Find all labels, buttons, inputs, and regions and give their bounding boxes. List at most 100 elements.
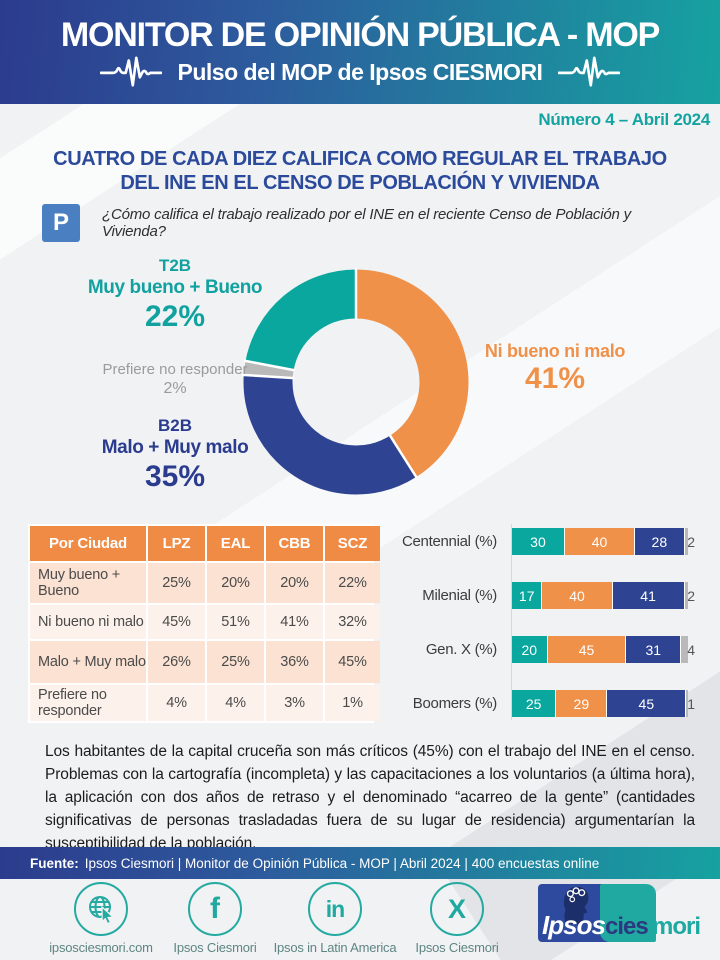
linkedin-glyph: in <box>325 895 345 922</box>
bar-segment: 28 <box>634 528 684 555</box>
table-cell: 1% <box>325 685 380 721</box>
issue-badge: Número 4 – Abril 2024 <box>538 110 710 129</box>
globe-icon <box>74 882 128 936</box>
table-row-label: Prefiere no responder <box>30 685 146 721</box>
donut-label-neutral: Ni bueno ni malo 41% <box>460 340 650 396</box>
table-cell: 22% <box>325 563 380 603</box>
generation-bar-row: Milenial (%) 17 40 41 2 <box>385 582 715 609</box>
b2b-value: 35% <box>144 460 206 493</box>
generation-label: Boomers (%) <box>412 695 498 712</box>
generation-bar: 25 29 45 1 <box>512 690 695 717</box>
x-link[interactable]: X Ipsos Ciesmori <box>392 882 522 955</box>
headline-line-2: DEL INE EN EL CENSO DE POBLACIÓN Y VIVIE… <box>120 172 600 194</box>
logo-cies-text: cies <box>605 913 649 940</box>
facebook-glyph: f <box>210 892 220 925</box>
no-answer-value: 2% <box>163 380 187 397</box>
bar-segment: 40 <box>541 582 612 609</box>
heartbeat-pulse-icon <box>558 55 621 89</box>
bar-segment: 31 <box>625 636 681 663</box>
generation-label: Milenial (%) <box>422 587 497 604</box>
table-row-label: Malo + Muy malo <box>30 641 146 683</box>
bar-segment: 45 <box>606 690 686 717</box>
b2b-subtitle: Malo + Muy malo <box>101 437 249 458</box>
facebook-label: Ipsos Ciesmori <box>173 940 257 955</box>
headline: CUATRO DE CADA DIEZ CALIFICA COMO REGULA… <box>40 147 680 195</box>
social-row: ipsosciesmori.com f Ipsos Ciesmori in Ip… <box>0 882 720 956</box>
table-cell: 3% <box>266 685 323 721</box>
generation-bar-row: Centennial (%) 30 40 28 2 <box>385 528 715 555</box>
table-cell: 20% <box>266 563 323 603</box>
bar-segment: 30 <box>512 528 564 555</box>
bar-segment: 20 <box>512 636 547 663</box>
table-cell: 4% <box>148 685 205 721</box>
bar-segment: 45 <box>546 636 626 663</box>
table-cell: 25% <box>207 641 264 683</box>
x-icon: X <box>430 882 484 936</box>
table-cell: 51% <box>207 605 264 639</box>
page-title: MONITOR DE OPINIÓN PÚBLICA - MOP <box>60 16 660 54</box>
table-header-cell: CBB <box>266 526 323 561</box>
neutral-value: 41% <box>524 362 586 395</box>
t2b-subtitle: Muy bueno + Bueno <box>87 277 263 298</box>
header-banner: MONITOR DE OPINIÓN PÚBLICA - MOP Pulso d… <box>0 0 720 104</box>
donut-label-b2b: B2B Malo + Muy malo 35% <box>55 416 295 494</box>
source-label: Fuente: <box>30 855 79 871</box>
t2b-title: T2B <box>158 256 192 275</box>
heartbeat-pulse-icon <box>99 55 162 89</box>
bar-tail-value: 1 <box>687 695 695 712</box>
question-row: P ¿Cómo califica el trabajo realizado po… <box>42 204 682 242</box>
generation-bar-chart: Centennial (%) 30 40 28 2 Milenial (%) 17 40 41 2… <box>385 524 715 720</box>
bar-tail-value: 2 <box>687 533 695 550</box>
table-cell: 20% <box>207 563 264 603</box>
table-cell: 4% <box>207 685 264 721</box>
bar-segment: 41 <box>611 582 684 609</box>
table-cell: 41% <box>266 605 323 639</box>
headline-line-1: CUATRO DE CADA DIEZ CALIFICA COMO REGULA… <box>53 148 667 170</box>
bar-segment: 29 <box>555 690 607 717</box>
generation-bar: 17 40 41 2 <box>512 582 695 609</box>
header-subtitle-row: Pulso del MOP de Ipsos CIESMORI <box>0 55 720 89</box>
bar-segment: 25 <box>512 690 556 717</box>
header-subtitle: Pulso del MOP de Ipsos CIESMORI <box>177 58 543 85</box>
facebook-icon: f <box>188 882 242 936</box>
t2b-value: 22% <box>144 300 206 333</box>
table-cell: 26% <box>148 641 205 683</box>
website-link[interactable]: ipsosciesmori.com <box>36 882 166 955</box>
logo-ipsos-text: Ipsos <box>542 910 606 940</box>
table-cell: 36% <box>266 641 323 683</box>
table-cell: 45% <box>325 641 380 683</box>
linkedin-icon: in <box>308 882 362 936</box>
neutral-title: Ni bueno ni malo <box>484 341 626 361</box>
linkedin-label: Ipsos in Latin America <box>273 940 397 955</box>
bar-tail-value: 4 <box>687 641 695 658</box>
generation-bar-row: Boomers (%) 25 29 45 1 <box>385 690 715 717</box>
donut-label-t2b: T2B Muy bueno + Bueno 22% <box>55 256 295 334</box>
no-answer-title: Prefiere no responder <box>102 361 248 378</box>
generation-bar: 30 40 28 2 <box>512 528 695 555</box>
ipsos-ciesmori-logo[interactable]: Ipsos cies mori <box>538 884 714 942</box>
analysis-paragraph: Los habitantes de la capital cruceña son… <box>45 743 695 852</box>
generation-bar-row: Gen. X (%) 20 45 31 4 <box>385 636 715 663</box>
city-table: Por Ciudad LPZ EAL CBB SCZ Muy bueno + B… <box>28 524 380 723</box>
source-bar: Fuente: Ipsos Ciesmori | Monitor de Opin… <box>0 847 720 879</box>
question-text: ¿Cómo califica el trabajo realizado por … <box>102 206 631 240</box>
table-cell: 45% <box>148 605 205 639</box>
table-header-cell: Por Ciudad <box>30 526 146 561</box>
table-row-label: Ni bueno ni malo <box>30 605 146 639</box>
x-label: Ipsos Ciesmori <box>415 940 499 955</box>
x-glyph: X <box>447 893 466 924</box>
bar-segment: 40 <box>563 528 635 555</box>
table-header-cell: SCZ <box>325 526 380 561</box>
generation-label: Centennial (%) <box>401 533 497 550</box>
b2b-title: B2B <box>157 416 192 435</box>
facebook-link[interactable]: f Ipsos Ciesmori <box>150 882 280 955</box>
table-header-cell: LPZ <box>148 526 205 561</box>
bar-tail-value: 2 <box>687 587 695 604</box>
logo-mori-text: mori <box>652 913 701 940</box>
generation-bar: 20 45 31 4 <box>512 636 695 663</box>
table-cell: 32% <box>325 605 380 639</box>
website-label: ipsosciesmori.com <box>49 940 153 955</box>
linkedin-link[interactable]: in Ipsos in Latin America <box>270 882 400 955</box>
generation-label: Gen. X (%) <box>425 641 497 658</box>
